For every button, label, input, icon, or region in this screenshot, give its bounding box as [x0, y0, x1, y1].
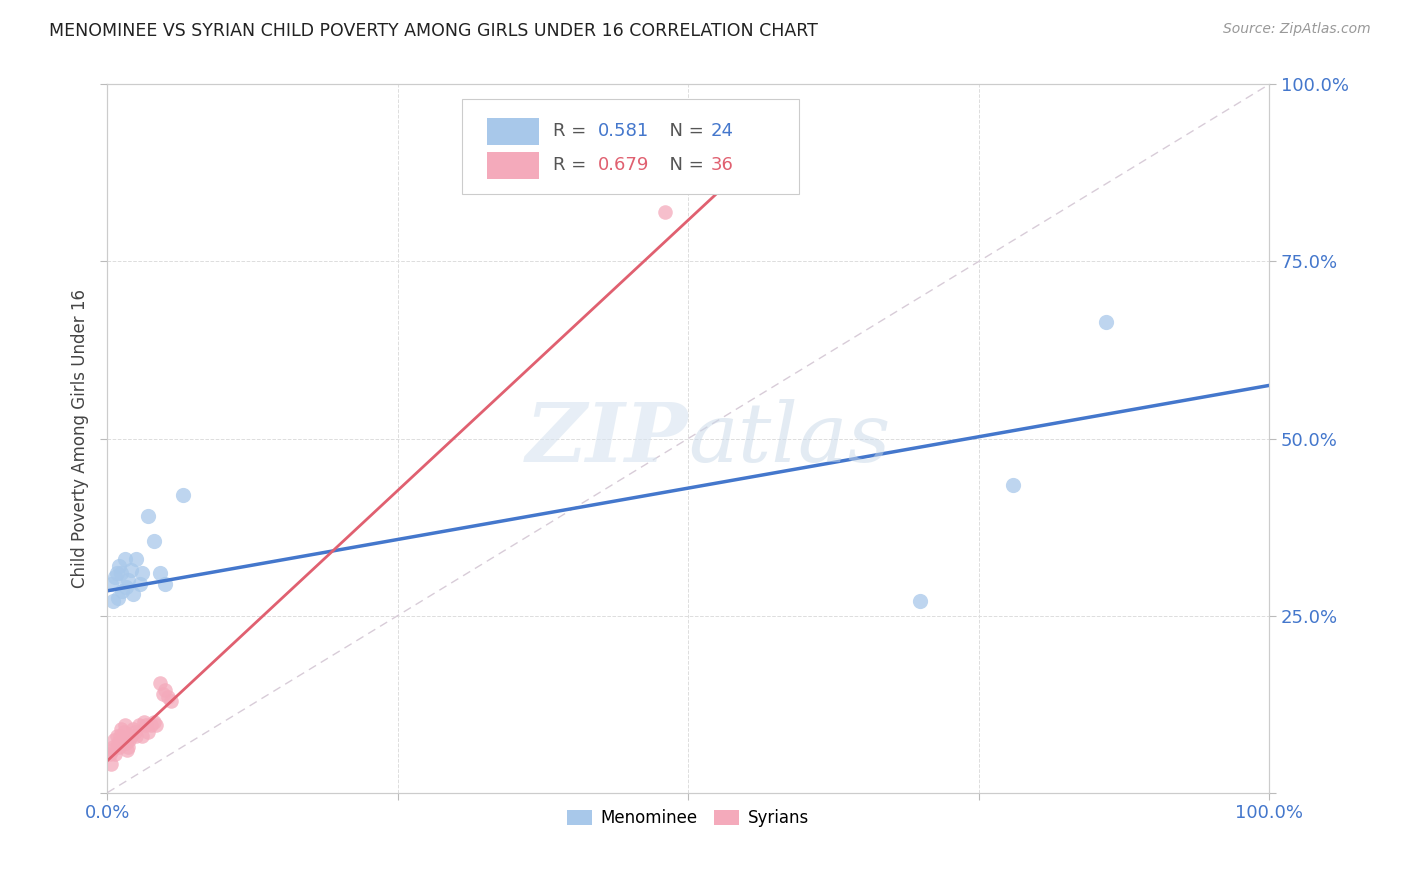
- Point: [1002, 477, 1025, 491]
- Text: MENOMINEE VS SYRIAN CHILD POVERTY AMONG GIRLS UNDER 16 CORRELATION CHART: MENOMINEE VS SYRIAN CHILD POVERTY AMONG …: [49, 22, 818, 40]
- Point: [152, 686, 174, 700]
- Text: R =: R =: [554, 156, 592, 174]
- Text: Source: ZipAtlas.com: Source: ZipAtlas.com: [1223, 22, 1371, 37]
- Point: [110, 566, 132, 580]
- Point: [131, 566, 153, 580]
- Text: N =: N =: [658, 122, 710, 140]
- Point: [117, 739, 139, 754]
- Point: [148, 676, 170, 690]
- Point: [148, 566, 170, 580]
- Point: [155, 683, 177, 698]
- Point: [160, 693, 183, 707]
- FancyBboxPatch shape: [486, 152, 540, 178]
- Text: 0.679: 0.679: [598, 156, 650, 174]
- Point: [104, 569, 127, 583]
- Point: [111, 732, 134, 747]
- Point: [104, 747, 127, 761]
- Point: [155, 576, 177, 591]
- Point: [156, 690, 179, 704]
- Point: [110, 722, 132, 736]
- Point: [100, 576, 122, 591]
- Text: R =: R =: [554, 122, 592, 140]
- Point: [101, 739, 124, 754]
- Point: [654, 205, 676, 219]
- Y-axis label: Child Poverty Among Girls Under 16: Child Poverty Among Girls Under 16: [72, 289, 89, 588]
- Point: [120, 563, 142, 577]
- Point: [108, 559, 131, 574]
- Point: [115, 743, 138, 757]
- Point: [101, 594, 124, 608]
- Text: ZIP: ZIP: [526, 399, 688, 478]
- Text: 24: 24: [710, 122, 733, 140]
- Point: [142, 714, 165, 729]
- FancyBboxPatch shape: [486, 118, 540, 145]
- FancyBboxPatch shape: [461, 99, 799, 194]
- Point: [100, 757, 122, 772]
- Point: [172, 488, 194, 502]
- Point: [105, 729, 128, 743]
- Point: [120, 729, 142, 743]
- Point: [136, 509, 159, 524]
- Point: [142, 534, 165, 549]
- Point: [107, 591, 129, 605]
- Point: [105, 566, 128, 580]
- Point: [124, 725, 146, 739]
- Point: [125, 729, 148, 743]
- Point: [112, 725, 135, 739]
- Point: [114, 552, 136, 566]
- Point: [101, 743, 124, 757]
- Point: [117, 573, 139, 587]
- Text: 0.581: 0.581: [598, 122, 648, 140]
- Point: [121, 722, 143, 736]
- Point: [98, 747, 121, 761]
- Text: 36: 36: [710, 156, 733, 174]
- Point: [115, 580, 138, 594]
- Point: [115, 736, 138, 750]
- Point: [111, 583, 134, 598]
- Text: atlas: atlas: [688, 399, 890, 478]
- Point: [910, 594, 932, 608]
- Point: [136, 725, 159, 739]
- Text: N =: N =: [658, 156, 710, 174]
- Point: [108, 739, 131, 754]
- Point: [108, 729, 131, 743]
- Point: [141, 718, 163, 732]
- Point: [121, 587, 143, 601]
- Point: [128, 718, 150, 732]
- Point: [1095, 315, 1118, 329]
- Legend: Menominee, Syrians: Menominee, Syrians: [561, 803, 815, 834]
- Point: [103, 732, 125, 747]
- Point: [135, 718, 157, 732]
- Point: [107, 736, 129, 750]
- Point: [145, 718, 167, 732]
- Point: [114, 718, 136, 732]
- Point: [125, 552, 148, 566]
- Point: [131, 729, 153, 743]
- Point: [118, 732, 141, 747]
- Point: [128, 576, 150, 591]
- Point: [134, 714, 156, 729]
